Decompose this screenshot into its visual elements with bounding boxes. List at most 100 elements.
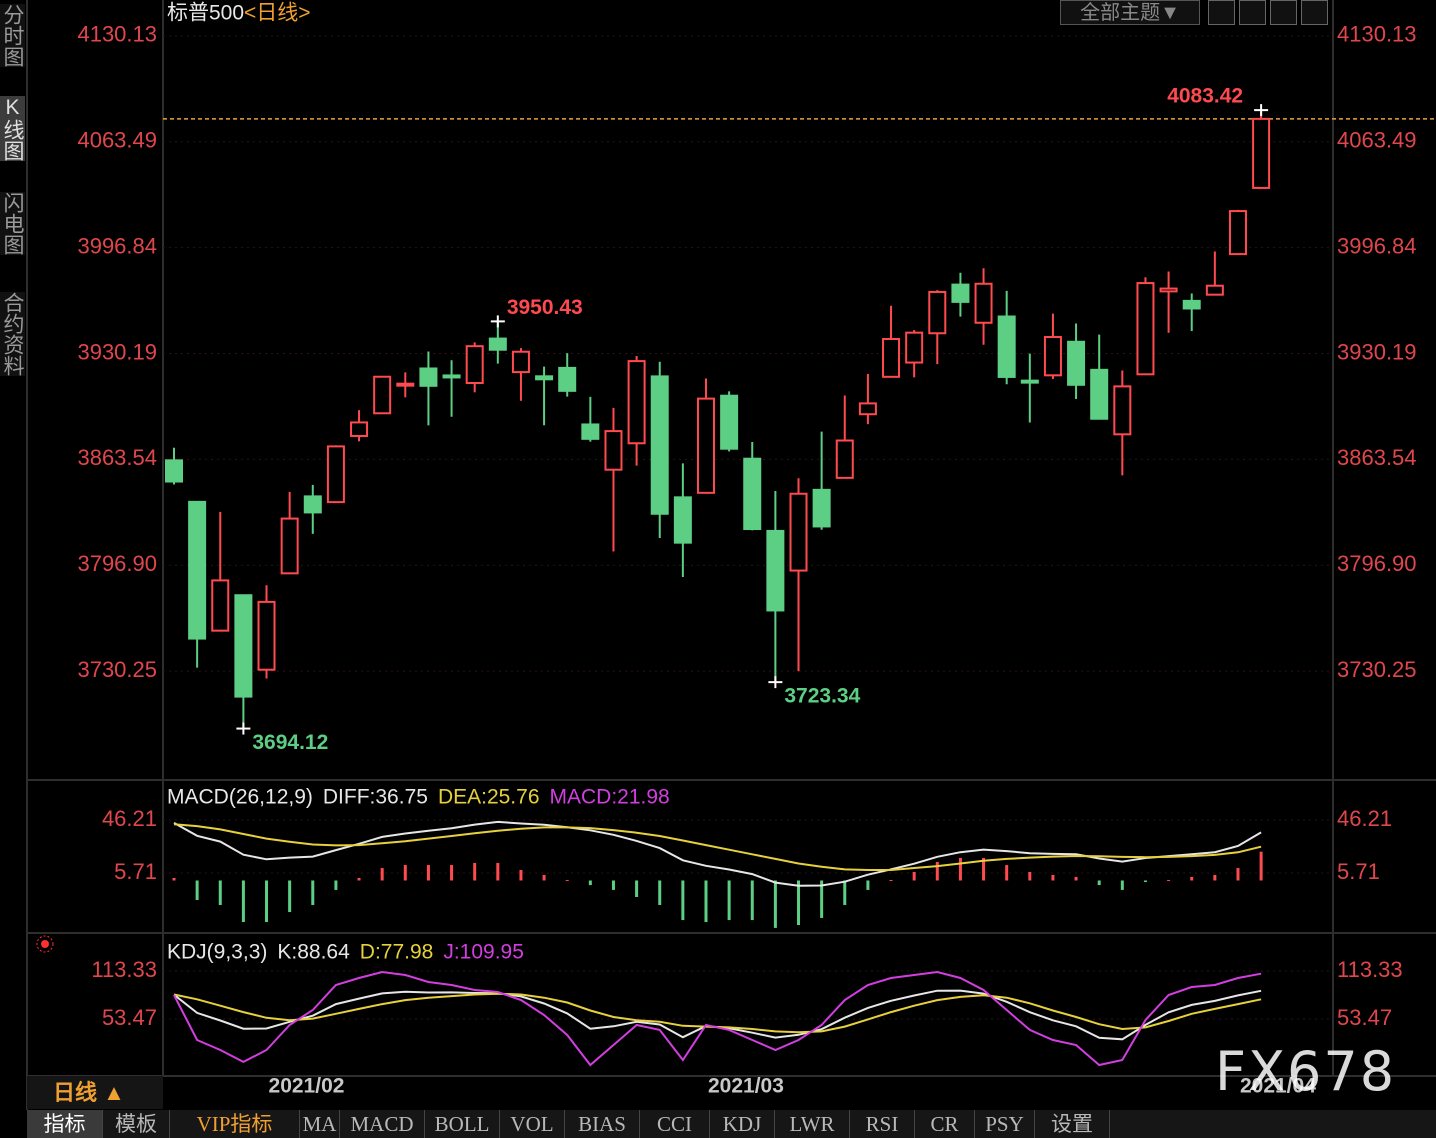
bottom-tab[interactable]: VIP指标 (170, 1110, 300, 1138)
bottom-tab[interactable]: PSY (975, 1110, 1035, 1138)
candle-body (1159, 287, 1178, 293)
candle-body (326, 445, 345, 504)
bottom-tab[interactable]: KDJ (710, 1110, 775, 1138)
histogram-bar (889, 879, 893, 881)
histogram-bar (380, 868, 384, 881)
candle-body (535, 375, 554, 381)
y-tick-label: 4130.13 (77, 22, 157, 47)
bottom-tab[interactable]: VOL (500, 1110, 565, 1138)
bottom-tab[interactable]: MA (300, 1110, 340, 1138)
histogram-bar (866, 880, 870, 890)
histogram-bar (727, 880, 731, 921)
indicator-icon (36, 935, 54, 953)
candle-body (558, 366, 577, 392)
theme-button[interactable]: 全部主题▼ (1060, 0, 1200, 25)
candle-body (835, 439, 854, 479)
tool-icon[interactable] (1208, 0, 1235, 25)
tool-icon[interactable] (1239, 0, 1266, 25)
histogram-bar (797, 880, 801, 926)
bottom-tab[interactable]: 设置 (1035, 1110, 1110, 1138)
histogram-bar (773, 880, 777, 928)
candle-body (743, 457, 762, 531)
candle-body (1252, 117, 1271, 189)
bottom-tab[interactable]: 指标 (27, 1110, 103, 1138)
histogram-bar (565, 879, 569, 881)
candle-body (1205, 284, 1224, 296)
histogram-bar (1120, 880, 1124, 890)
candle-body (234, 594, 253, 698)
candle-body (396, 382, 415, 387)
histogram-bar (496, 862, 500, 881)
y-tick-label: 3996.84 (1337, 233, 1417, 258)
y-tick-label: 46.21 (1337, 806, 1392, 831)
histogram-bar (288, 880, 292, 913)
candle-body (511, 350, 530, 374)
y-tick-label: 3863.54 (77, 445, 157, 470)
candle-body (465, 345, 484, 384)
histogram-bar (426, 865, 430, 881)
candle-body (974, 282, 993, 324)
y-tick-label: 4063.49 (77, 128, 157, 153)
candle-body (1182, 299, 1201, 310)
y-tick-label: 3730.25 (1337, 657, 1417, 682)
bottom-tab[interactable]: MACD (340, 1110, 425, 1138)
line-series (173, 823, 1262, 871)
bottom-tab[interactable]: CR (915, 1110, 975, 1138)
side-tab[interactable]: 合约资料 (0, 292, 25, 376)
side-tab[interactable]: 闪电图 (0, 192, 25, 255)
histogram-bar (982, 857, 986, 881)
bottom-tab[interactable]: BOLL (425, 1110, 500, 1138)
histogram-bar (542, 874, 546, 881)
period-selector[interactable]: 日线 ▲ (27, 1076, 163, 1109)
side-tab[interactable]: 分时图 (0, 4, 25, 67)
candle-body (165, 459, 183, 483)
histogram-bar (635, 880, 639, 897)
y-tick-label: 3863.54 (1337, 445, 1417, 470)
histogram-bar (1051, 874, 1055, 881)
legend-entry: MACD:21.98 (550, 786, 670, 809)
y-tick-label: 46.21 (102, 806, 157, 831)
candle-body (373, 375, 392, 415)
bottom-tab[interactable]: CCI (640, 1110, 710, 1138)
bottom-tab[interactable]: BIAS (565, 1110, 640, 1138)
candle-body (997, 315, 1016, 378)
bottom-tab[interactable]: LWR (775, 1110, 850, 1138)
candle-body (1067, 340, 1086, 386)
y-tick-label: 5.71 (114, 859, 157, 884)
legend-entry: J:109.95 (443, 941, 524, 964)
frame-bg (27, 0, 1436, 1110)
x-tick-label: 2021/04 (1240, 1075, 1316, 1098)
candle-body (211, 579, 230, 632)
candle-body (488, 337, 507, 351)
histogram-bar (1005, 865, 1009, 881)
histogram-bar (241, 880, 245, 923)
y-tick-label: 5.71 (1337, 859, 1380, 884)
candle-body (812, 488, 831, 528)
histogram-bar (1074, 876, 1078, 881)
annotation: 4083.42 (1167, 85, 1243, 108)
histogram-bar (1097, 880, 1101, 886)
candle-body (1020, 379, 1039, 384)
annotation: 3950.43 (507, 296, 583, 319)
bottom-tab[interactable]: 模板 (103, 1110, 170, 1138)
y-tick-label: 3796.90 (1337, 551, 1417, 576)
y-tick-label: 3930.19 (77, 339, 157, 364)
bottom-tabs: 指标 模板 VIP指标 MA MACD BOLL VOL BIAS CCI KDJ LWR RSI CR… (27, 1110, 1436, 1138)
y-tick-label: 113.33 (1337, 957, 1403, 982)
bottom-tab[interactable]: RSI (850, 1110, 915, 1138)
candle-body (720, 394, 739, 450)
tool-icon[interactable] (1301, 0, 1328, 25)
histogram-bar (1190, 876, 1194, 881)
candle-body (882, 338, 901, 378)
candle-body (696, 397, 715, 494)
tool-icon[interactable] (1270, 0, 1297, 25)
indicator-icon (41, 940, 49, 948)
histogram-bar (1213, 874, 1217, 881)
chart-title: 标普500 (167, 2, 244, 25)
candle-body (303, 495, 322, 514)
candle-body (928, 290, 947, 335)
side-tab[interactable]: K线图 (0, 96, 25, 161)
histogram-bar (1236, 868, 1240, 881)
